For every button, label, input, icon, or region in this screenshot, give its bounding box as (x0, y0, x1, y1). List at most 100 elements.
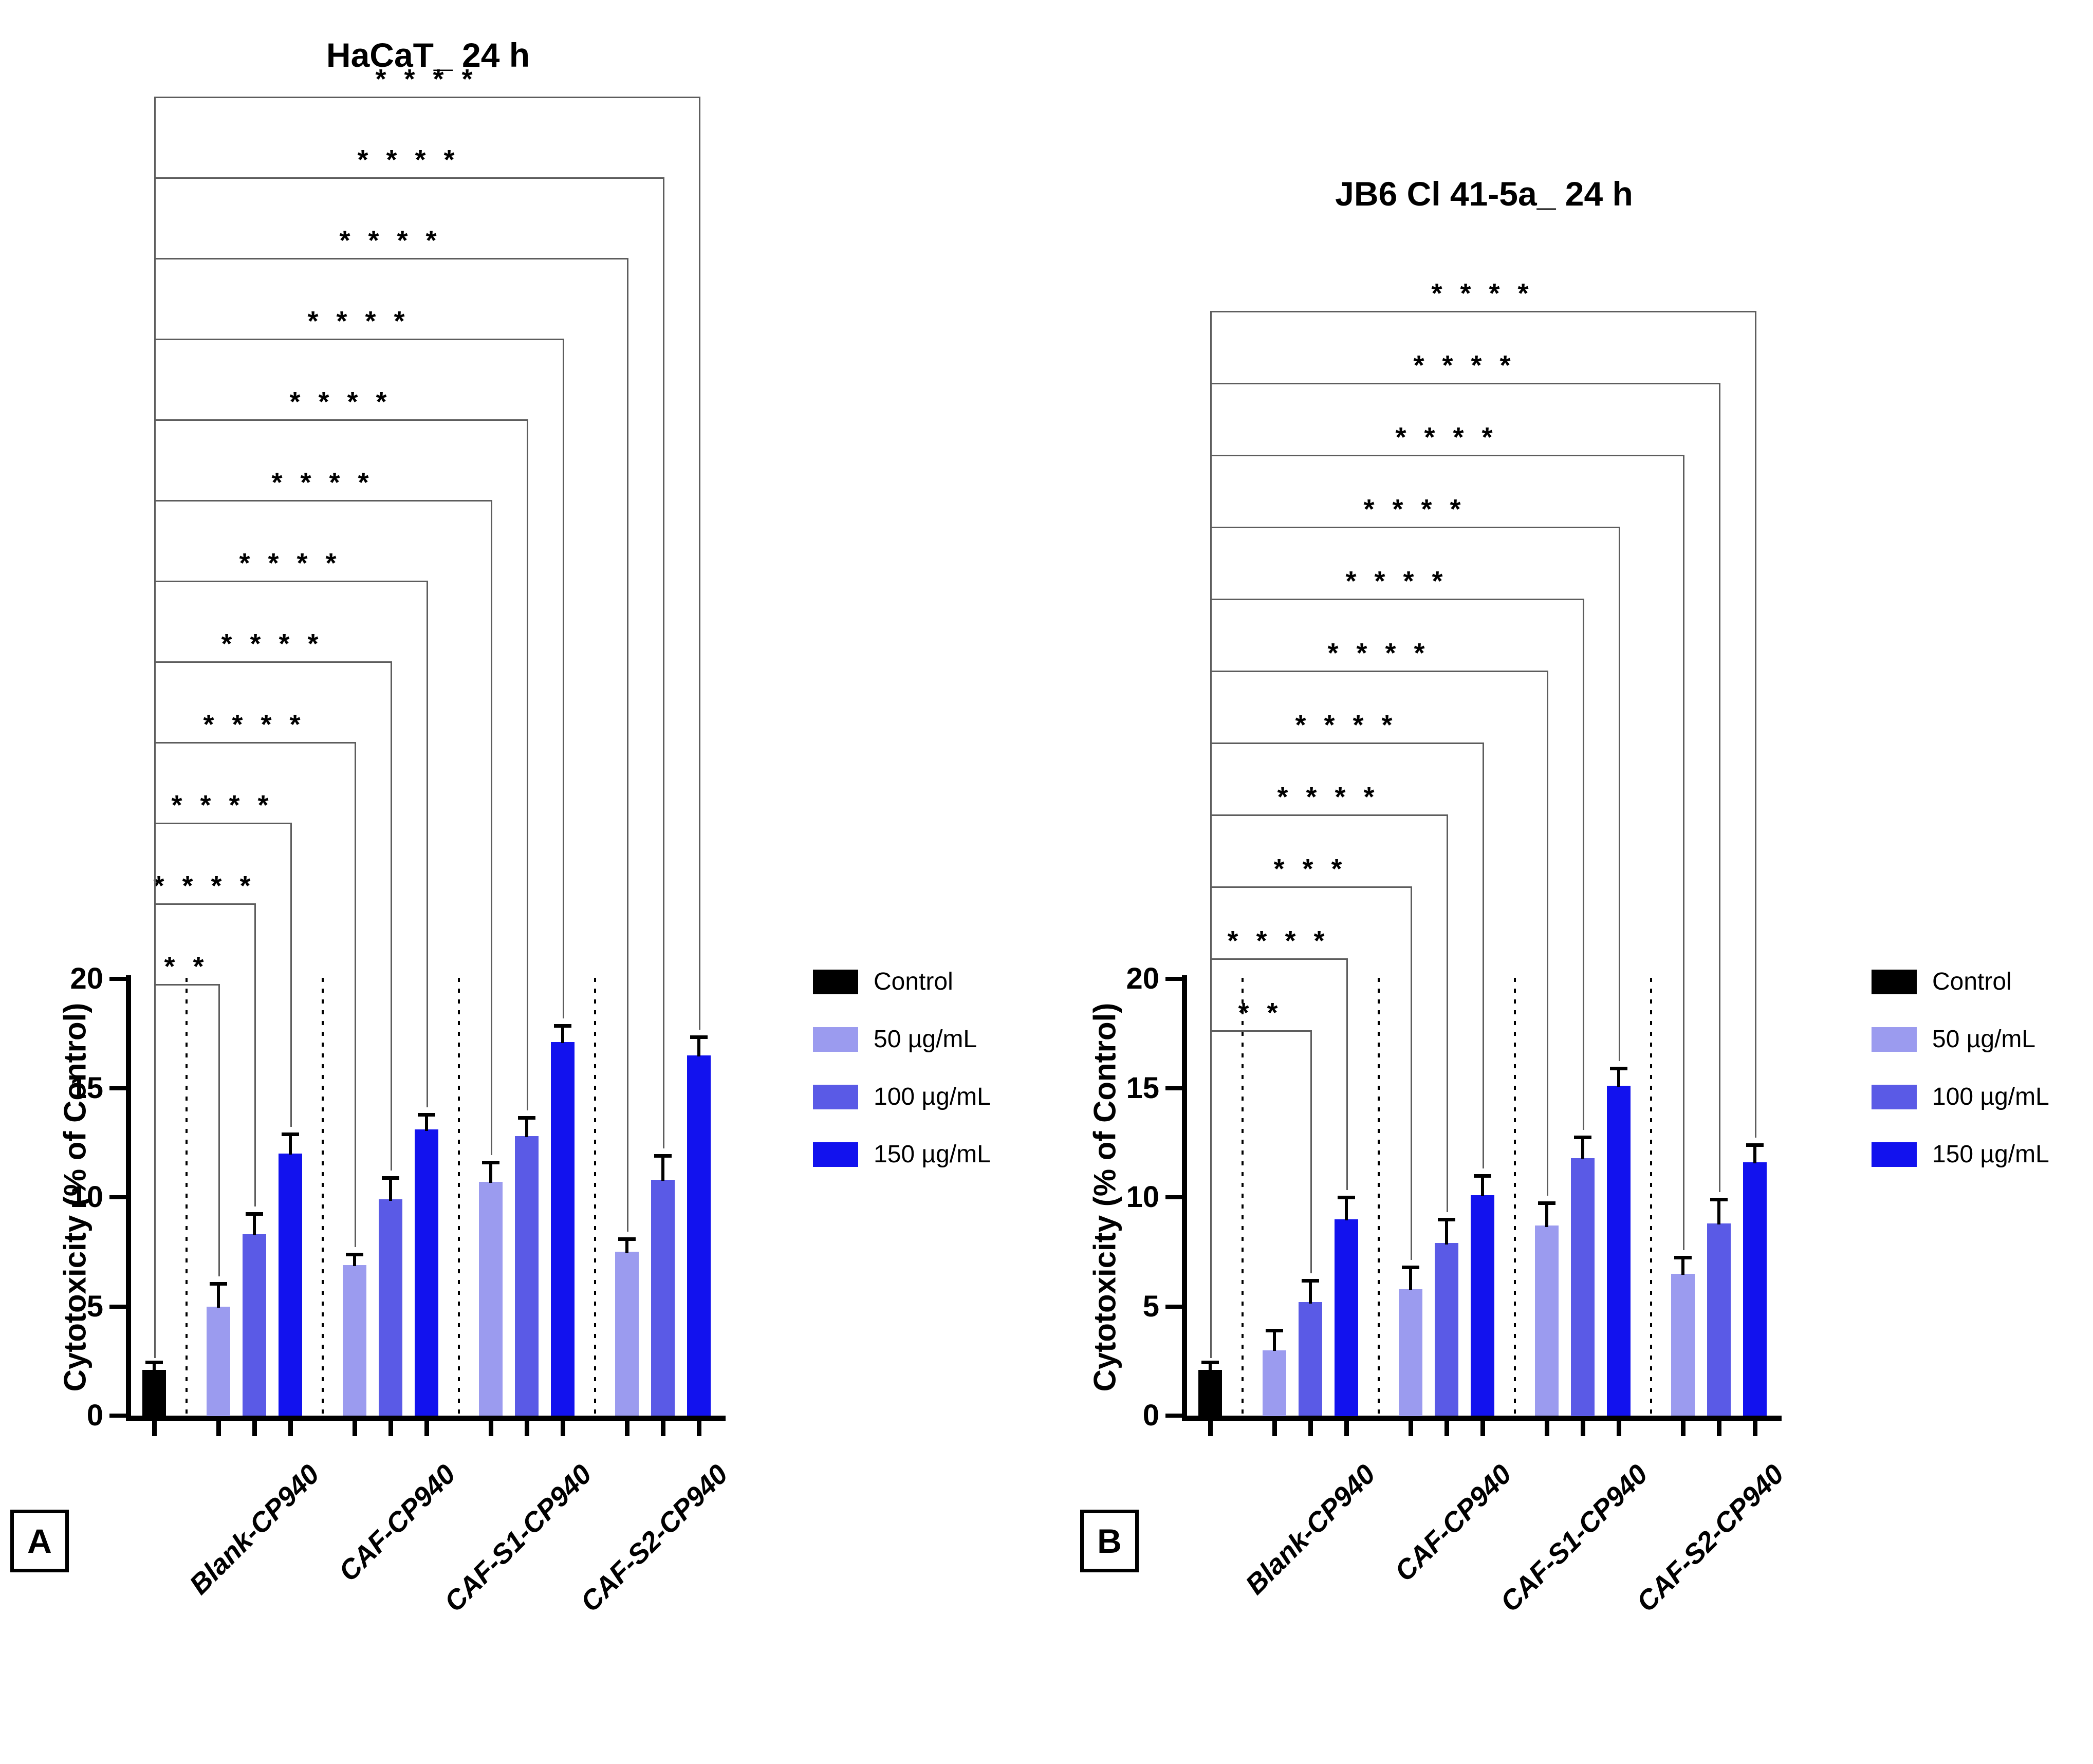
bracket-caf-cp940-50-right-vline (1411, 886, 1412, 1260)
y-tick-label-20: 20 (70, 962, 103, 995)
legend-item-dose-150: 150 µg/mL (1872, 1142, 2049, 1167)
y-tick-15 (1165, 1086, 1182, 1090)
significance-stars-blank-cp940-150: * * * * (1227, 925, 1330, 956)
bar-control (1198, 1370, 1222, 1416)
bar-blank-cp940-50-error-stem (217, 1284, 220, 1308)
legend-item-dose-50: 50 µg/mL (1872, 1027, 2035, 1052)
y-axis (1182, 975, 1187, 1421)
bracket-caf-s2-cp940-150-left-vline (154, 97, 156, 1358)
bar-blank-cp940-100-error-cap (246, 1212, 263, 1216)
bracket-caf-cp940-100-right-vline (391, 661, 392, 1171)
bracket-caf-s2-cp940-50-right-vline (627, 258, 628, 1232)
bar-control-error-cap (145, 1361, 163, 1364)
bar-blank-cp940-150-error-stem (1345, 1197, 1348, 1220)
legend-label-control: Control (1932, 968, 2012, 995)
bar-caf-s1-cp940-100-error-cap (1574, 1136, 1591, 1139)
bar-caf-cp940-100-error-cap (1438, 1218, 1455, 1221)
bar-caf-s1-cp940-50 (1535, 1225, 1559, 1416)
bracket-caf-cp940-100-hline (1210, 814, 1448, 816)
x-tick-caf-s1-cp940-150 (1617, 1421, 1621, 1436)
bracket-caf-s2-cp940-100-hline (154, 177, 664, 179)
x-label-caf-s2-cp940: CAF-S2-CP940 (575, 1458, 734, 1618)
bracket-caf-s2-cp940-50-hline (1210, 455, 1684, 456)
y-tick-label-20: 20 (1126, 962, 1159, 995)
bracket-caf-s2-cp940-100-hline (1210, 383, 1720, 384)
x-tick-caf-s2-cp940-100 (661, 1421, 665, 1436)
bar-caf-s1-cp940-50-error-cap (482, 1161, 499, 1164)
panel-a-letter-box: A (10, 1510, 69, 1572)
legend-swatch-control (813, 970, 858, 994)
bracket-caf-s1-cp940-50-hline (1210, 671, 1548, 672)
bar-caf-s2-cp940-150-error-cap (690, 1035, 708, 1039)
bar-caf-cp940-100 (1435, 1243, 1458, 1416)
legend-item-control: Control (1872, 969, 2012, 995)
x-tick-caf-cp940-100 (388, 1421, 393, 1436)
panel-b-letter-box: B (1080, 1510, 1139, 1572)
bracket-caf-s2-cp940-100-right-vline (663, 177, 664, 1148)
bar-caf-cp940-50-error-cap (1402, 1266, 1419, 1269)
legend-swatch-dose-150 (1872, 1142, 1917, 1167)
x-tick-blank-cp940-150 (1344, 1421, 1349, 1436)
bar-caf-s1-cp940-150-error-cap (1610, 1067, 1627, 1070)
bar-blank-cp940-150-error-cap (1338, 1196, 1355, 1199)
legend-label-dose-50: 50 µg/mL (874, 1026, 977, 1053)
x-tick-caf-s2-cp940-50 (1681, 1421, 1685, 1436)
bar-caf-s1-cp940-50 (479, 1182, 503, 1416)
bar-caf-cp940-50-error-stem (1409, 1267, 1412, 1290)
bracket-caf-s2-cp940-150-right-vline (699, 97, 700, 1030)
y-tick-label-10: 10 (1126, 1180, 1159, 1214)
bar-blank-cp940-50 (207, 1307, 230, 1416)
bracket-caf-s1-cp940-150-hline (1210, 527, 1620, 528)
bracket-blank-cp940-100-hline (154, 903, 256, 905)
bracket-caf-cp940-100-hline (154, 661, 392, 663)
bar-blank-cp940-150 (1335, 1219, 1358, 1416)
bar-blank-cp940-100 (243, 1234, 266, 1416)
x-label-blank-cp940: Blank-CP940 (183, 1458, 326, 1601)
y-tick-10 (1165, 1195, 1182, 1199)
x-label-caf-s2-cp940: CAF-S2-CP940 (1631, 1458, 1790, 1618)
y-tick-label-15: 15 (70, 1071, 103, 1105)
bar-caf-s2-cp940-150-error-stem (697, 1037, 700, 1056)
bar-caf-s1-cp940-150-error-stem (561, 1026, 564, 1043)
significance-stars-caf-cp940-50: * * * (1273, 853, 1347, 884)
bar-caf-s2-cp940-100 (1707, 1223, 1731, 1416)
legend-item-dose-150: 150 µg/mL (813, 1142, 991, 1167)
bracket-caf-s2-cp940-150-right-vline (1755, 311, 1756, 1138)
x-tick-caf-cp940-100 (1444, 1421, 1449, 1436)
x-tick-caf-cp940-150 (424, 1421, 429, 1436)
group-separator-1 (186, 978, 188, 1416)
bar-caf-cp940-50-error-stem (353, 1254, 356, 1266)
bar-blank-cp940-150 (279, 1154, 302, 1416)
legend-swatch-dose-100 (1872, 1085, 1917, 1109)
significance-stars-caf-s2-cp940-50: * * * * (1395, 422, 1498, 453)
legend-label-control: Control (874, 968, 953, 995)
x-tick-caf-cp940-150 (1480, 1421, 1485, 1436)
bar-caf-s2-cp940-100-error-cap (654, 1154, 672, 1158)
bracket-caf-s1-cp940-100-hline (1210, 599, 1584, 600)
bar-caf-s2-cp940-100-error-cap (1710, 1198, 1728, 1201)
bracket-blank-cp940-100-right-vline (254, 903, 256, 1206)
bar-blank-cp940-150-error-cap (282, 1132, 299, 1136)
x-label-blank-cp940: Blank-CP940 (1239, 1458, 1382, 1601)
bar-caf-s2-cp940-50 (1671, 1274, 1695, 1416)
bracket-caf-s1-cp940-100-hline (154, 419, 528, 421)
bracket-caf-s1-cp940-150-hline (154, 339, 564, 340)
bar-blank-cp940-50-error-cap (210, 1282, 227, 1286)
legend-item-control: Control (813, 969, 953, 995)
bar-blank-cp940-100 (1299, 1302, 1322, 1416)
bracket-caf-cp940-50-hline (154, 742, 356, 744)
x-tick-caf-s1-cp940-50 (1545, 1421, 1549, 1436)
bracket-blank-cp940-100-right-vline (1310, 1030, 1312, 1273)
x-tick-caf-s2-cp940-150 (697, 1421, 701, 1436)
bracket-caf-s2-cp940-50-hline (154, 258, 628, 259)
significance-stars-caf-s1-cp940-50: * * * * (271, 467, 374, 498)
panel-a-letter: A (27, 1522, 52, 1560)
bar-caf-s1-cp940-150-error-cap (554, 1024, 571, 1028)
group-separator-2 (1378, 978, 1380, 1416)
x-tick-caf-cp940-50 (1409, 1421, 1413, 1436)
x-label-caf-cp940: CAF-CP940 (1388, 1458, 1518, 1588)
bar-caf-cp940-150 (1471, 1195, 1494, 1416)
bar-caf-cp940-100-error-cap (382, 1176, 399, 1180)
bar-caf-cp940-150-error-cap (1474, 1174, 1491, 1178)
x-tick-blank-cp940-100 (252, 1421, 257, 1436)
